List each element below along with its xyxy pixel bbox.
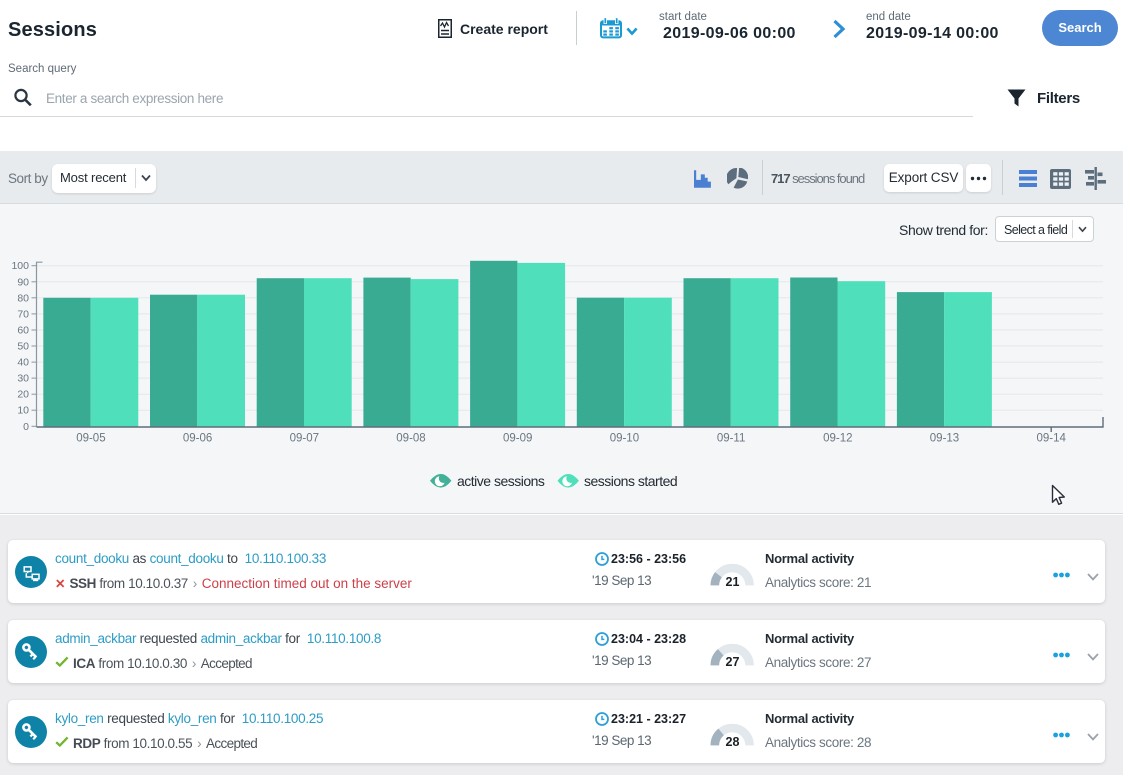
svg-text:30: 30 bbox=[17, 373, 29, 385]
svg-text:70: 70 bbox=[17, 308, 29, 320]
svg-text:09-13: 09-13 bbox=[930, 433, 959, 445]
svg-text:active sessions: active sessions bbox=[457, 473, 545, 489]
svg-text:100: 100 bbox=[11, 260, 29, 272]
svg-text:20: 20 bbox=[17, 389, 29, 401]
svg-text:09-07: 09-07 bbox=[290, 433, 319, 445]
svg-text:80: 80 bbox=[17, 292, 29, 304]
svg-text:90: 90 bbox=[17, 276, 29, 288]
svg-text:09-14: 09-14 bbox=[1036, 433, 1066, 445]
svg-text:09-10: 09-10 bbox=[610, 433, 639, 445]
svg-text:sessions started: sessions started bbox=[584, 473, 677, 489]
svg-text:0: 0 bbox=[23, 421, 29, 433]
svg-text:60: 60 bbox=[17, 325, 29, 337]
svg-text:09-08: 09-08 bbox=[396, 433, 425, 445]
svg-text:09-12: 09-12 bbox=[823, 433, 852, 445]
svg-text:09-09: 09-09 bbox=[503, 433, 532, 445]
svg-text:10: 10 bbox=[17, 405, 29, 417]
svg-text:09-11: 09-11 bbox=[717, 433, 746, 445]
svg-text:50: 50 bbox=[17, 341, 29, 353]
svg-text:40: 40 bbox=[17, 357, 29, 369]
svg-text:09-06: 09-06 bbox=[183, 433, 212, 445]
svg-text:09-05: 09-05 bbox=[76, 433, 105, 445]
